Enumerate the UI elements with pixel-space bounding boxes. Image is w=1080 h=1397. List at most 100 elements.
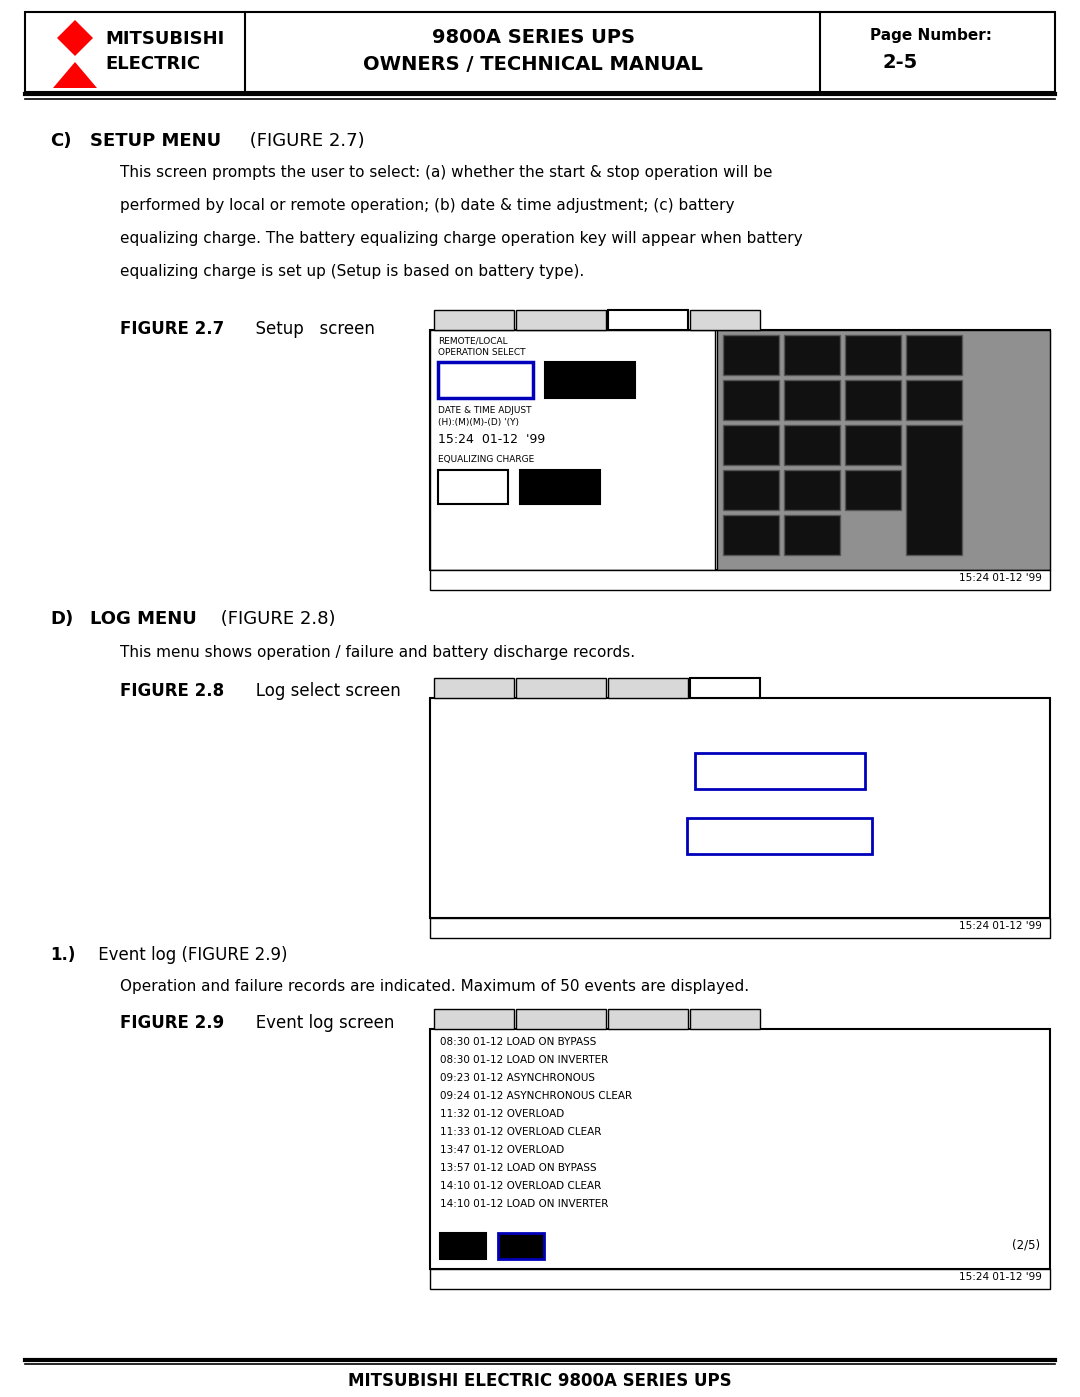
Bar — [519, 469, 600, 504]
Bar — [430, 918, 1050, 937]
Text: CLR: CLR — [919, 344, 949, 358]
Text: (H):(M)(M)-(D) '(Y): (H):(M)(M)-(D) '(Y) — [438, 418, 519, 427]
Bar — [430, 1030, 1050, 1268]
Text: FIGURE 2.7: FIGURE 2.7 — [120, 320, 225, 338]
Text: 08:30 01-12 LOAD ON INVERTER: 08:30 01-12 LOAD ON INVERTER — [440, 1055, 608, 1065]
Text: T: T — [930, 471, 939, 483]
Text: 13:47 01-12 OVERLOAD: 13:47 01-12 OVERLOAD — [440, 1146, 564, 1155]
Bar — [696, 753, 865, 789]
Bar — [434, 678, 514, 698]
Text: ▼: ▼ — [515, 1238, 527, 1253]
Bar — [690, 678, 760, 698]
Bar — [845, 335, 901, 374]
Text: OWNERS / TECHNICAL MANUAL: OWNERS / TECHNICAL MANUAL — [363, 54, 703, 74]
Text: LOG: LOG — [713, 683, 737, 693]
Text: 1.): 1.) — [50, 946, 76, 964]
Text: SETUP: SETUP — [629, 314, 667, 326]
Text: 3: 3 — [868, 478, 878, 492]
Text: Event log (FIGURE 2.9): Event log (FIGURE 2.9) — [93, 946, 287, 964]
Bar — [784, 469, 840, 510]
Bar — [906, 425, 962, 555]
Text: 09:23 01-12 ASYNCHRONOUS: 09:23 01-12 ASYNCHRONOUS — [440, 1073, 595, 1083]
Text: performed by local or remote operation; (b) date & time adjustment; (c) battery: performed by local or remote operation; … — [120, 198, 734, 212]
Text: LOCAL: LOCAL — [568, 376, 612, 388]
Text: 13:57 01-12 LOAD ON BYPASS: 13:57 01-12 LOAD ON BYPASS — [440, 1162, 596, 1173]
Bar — [608, 310, 688, 330]
Bar — [516, 1009, 606, 1030]
Text: .: . — [809, 522, 814, 536]
Text: 4: 4 — [746, 433, 756, 447]
Text: Log select screen: Log select screen — [240, 682, 401, 700]
Text: 9800A SERIES UPS: 9800A SERIES UPS — [432, 28, 635, 47]
Text: ←: ← — [745, 344, 757, 358]
Text: LOG MENU: LOG MENU — [90, 610, 197, 629]
Text: MEASURE: MEASURE — [539, 313, 583, 321]
Bar — [717, 330, 1050, 570]
Polygon shape — [57, 20, 93, 56]
Text: MENT: MENT — [549, 1020, 573, 1030]
Text: +: + — [928, 388, 940, 402]
Bar — [516, 678, 606, 698]
Bar — [430, 1268, 1050, 1289]
Text: 15:24 01-12 '99: 15:24 01-12 '99 — [959, 921, 1042, 930]
Bar — [430, 330, 715, 570]
Bar — [723, 425, 779, 465]
Text: →: → — [806, 344, 818, 358]
Text: This screen prompts the user to select: (a) whether the start & stop operation w: This screen prompts the user to select: … — [120, 165, 772, 180]
Text: 11:33 01-12 OVERLOAD CLEAR: 11:33 01-12 OVERLOAD CLEAR — [440, 1127, 602, 1137]
Bar — [608, 1009, 688, 1030]
Text: ELECTRIC: ELECTRIC — [105, 54, 200, 73]
Text: REMOTE/LOCAL: REMOTE/LOCAL — [438, 337, 508, 345]
Text: 11:32 01-12 OVERLOAD: 11:32 01-12 OVERLOAD — [440, 1109, 564, 1119]
Text: MENT: MENT — [549, 321, 573, 330]
Text: 08:30 01-12 LOAD ON BYPASS: 08:30 01-12 LOAD ON BYPASS — [440, 1037, 596, 1046]
Text: MITSUBISHI ELECTRIC 9800A SERIES UPS: MITSUBISHI ELECTRIC 9800A SERIES UPS — [348, 1372, 732, 1390]
Text: 15:24 01-12 '99: 15:24 01-12 '99 — [959, 1273, 1042, 1282]
Bar — [438, 469, 508, 504]
Bar — [608, 678, 688, 698]
Text: 15:24 01-12 '99: 15:24 01-12 '99 — [959, 573, 1042, 583]
Text: (FIGURE 2.7): (FIGURE 2.7) — [244, 131, 365, 149]
Text: MAIN: MAIN — [461, 1014, 487, 1024]
Bar — [723, 469, 779, 510]
Bar — [784, 380, 840, 420]
Text: OFF: OFF — [546, 483, 573, 496]
Bar — [434, 310, 514, 330]
Text: SETUP: SETUP — [632, 1014, 664, 1024]
Text: 14:10 01-12 LOAD ON INVERTER: 14:10 01-12 LOAD ON INVERTER — [440, 1199, 608, 1208]
Text: 7: 7 — [746, 388, 756, 402]
Bar — [498, 1234, 544, 1259]
Text: LOG: LOG — [714, 1014, 735, 1024]
Bar — [430, 330, 1050, 570]
Bar — [906, 335, 962, 374]
Text: EVENT LOG: EVENT LOG — [737, 766, 824, 780]
Bar — [845, 380, 901, 420]
Text: 5: 5 — [807, 433, 816, 447]
Text: This menu shows operation / failure and battery discharge records.: This menu shows operation / failure and … — [120, 645, 635, 659]
Bar — [723, 380, 779, 420]
Bar — [784, 425, 840, 465]
Bar — [430, 698, 1050, 918]
Polygon shape — [53, 61, 97, 88]
Bar — [430, 570, 1050, 590]
Text: MENT: MENT — [549, 689, 573, 698]
Bar — [784, 335, 840, 374]
Text: MEASURE: MEASURE — [539, 680, 583, 690]
Text: ▲: ▲ — [457, 1238, 469, 1253]
Bar — [516, 310, 606, 330]
Bar — [25, 13, 1055, 92]
Bar — [690, 1009, 760, 1030]
Text: EQUALIZING CHARGE: EQUALIZING CHARGE — [438, 455, 535, 464]
Text: Page Number:: Page Number: — [870, 28, 993, 43]
Text: equalizing charge. The battery equalizing charge operation key will appear when : equalizing charge. The battery equalizin… — [120, 231, 802, 246]
Text: MAIN: MAIN — [461, 314, 487, 326]
Text: 2: 2 — [807, 478, 816, 492]
Text: FIGURE 2.8: FIGURE 2.8 — [120, 682, 225, 700]
Text: 8: 8 — [807, 388, 816, 402]
Text: LOG: LOG — [714, 314, 735, 326]
Bar — [723, 335, 779, 374]
Text: BATTERY LOG: BATTERY LOG — [726, 830, 832, 844]
Bar — [845, 425, 901, 465]
Bar — [906, 380, 962, 420]
Bar — [438, 362, 534, 398]
